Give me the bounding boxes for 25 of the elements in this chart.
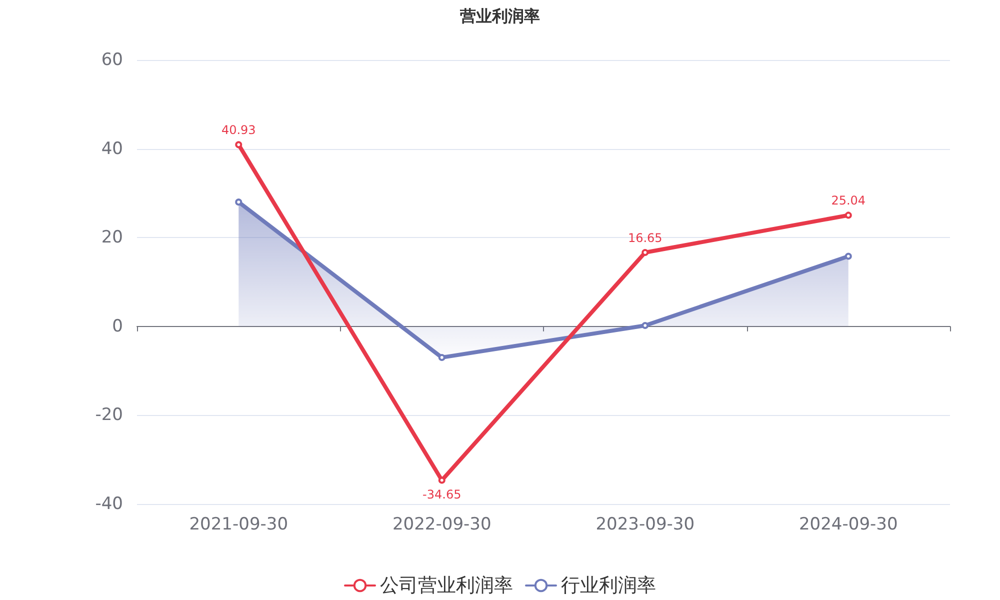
data-label: 25.04 xyxy=(831,194,866,208)
point xyxy=(642,322,649,330)
x-tick-label: 2022-09-30 xyxy=(392,514,492,534)
y-tick-label: 0 xyxy=(112,316,123,336)
legend-label: 行业利润率 xyxy=(561,574,656,596)
data-label: 40.93 xyxy=(221,123,256,138)
point xyxy=(235,141,242,148)
x-tick-label: 2023-09-30 xyxy=(596,514,695,534)
y-tick-label: 20 xyxy=(101,228,123,248)
data-label: -34.65 xyxy=(422,488,462,502)
data-label: 16.65 xyxy=(628,230,662,245)
point xyxy=(844,212,852,219)
legend-label: 公司营业利润率 xyxy=(380,574,513,596)
y-tick-label: 40 xyxy=(101,138,123,159)
point xyxy=(844,252,852,260)
y-tick-label: -20 xyxy=(95,405,123,426)
point xyxy=(438,476,446,484)
y-tick-label: -40 xyxy=(95,494,123,514)
x-tick-label: 2024-09-30 xyxy=(798,514,898,534)
point xyxy=(642,248,649,256)
x-tick-label: 2021-09-30 xyxy=(189,514,288,534)
y-tick-label: 60 xyxy=(101,50,123,70)
point xyxy=(235,198,242,206)
point xyxy=(438,354,446,361)
chart-title: 营业利润率 xyxy=(459,6,540,26)
